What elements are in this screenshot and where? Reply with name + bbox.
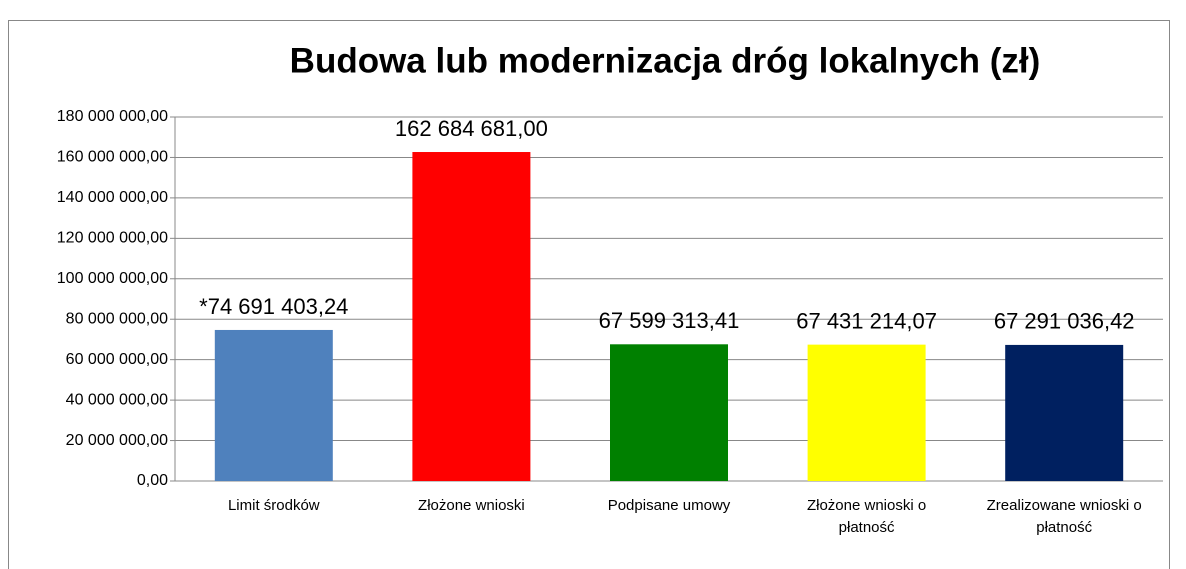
y-tick-label: 160 000 000,00 [57,149,168,166]
x-tick-label: Złożone wnioski o płatność [806,497,927,536]
x-tick-label: Złożone wnioski [418,497,525,514]
value-label: 162 684 681,00 [395,116,548,141]
chart-title: Budowa lub modernizacja dróg lokalnych (… [290,41,1041,80]
bar [214,329,333,481]
y-tick-label: 40 000 000,00 [66,391,168,408]
bar [412,152,531,481]
y-tick-label: 100 000 000,00 [57,270,168,287]
bar [610,344,728,481]
y-tick-label: 20 000 000,00 [66,432,168,449]
value-label: *74 691 403,24 [199,294,348,319]
y-tick-label: 180 000 000,00 [57,108,168,125]
value-label: 67 431 214,07 [796,308,937,333]
y-tick-label: 120 000 000,00 [57,230,168,247]
y-tick-label: 140 000 000,00 [57,189,168,206]
y-tick-label: 60 000 000,00 [66,351,168,368]
y-tick-label: 80 000 000,00 [66,310,168,327]
chart-frame [8,20,1170,569]
x-tick-label: Limit środków [227,497,320,514]
x-tick-label: Zrealizowane wnioski o płatność [986,497,1142,536]
value-label: 67 291 036,42 [994,309,1135,334]
y-tick-label: 0,00 [137,472,168,489]
bar [1005,344,1124,481]
value-label: 67 599 313,41 [599,308,740,333]
bar [807,344,926,481]
x-tick-label: Podpisane umowy [607,497,731,514]
